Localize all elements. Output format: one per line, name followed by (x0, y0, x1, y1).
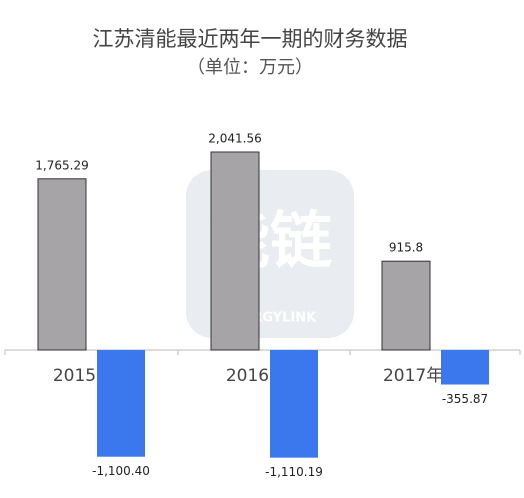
value-label: 1,765.29 (35, 158, 88, 172)
bar (97, 350, 145, 457)
value-label: 2,041.56 (208, 132, 261, 146)
bar (270, 350, 318, 458)
bar (210, 151, 260, 351)
value-label: -1,100.40 (92, 464, 150, 478)
chart-subtitle: （单位：万元） (187, 57, 313, 78)
value-label: -355.87 (442, 392, 488, 406)
chart-title: 江苏清能最近两年一期的财务数据 (93, 27, 408, 51)
bar (381, 260, 431, 351)
value-label: -1,110.19 (265, 465, 323, 479)
bar (37, 178, 87, 351)
bar (441, 350, 489, 385)
value-label: 915.8 (389, 241, 423, 255)
